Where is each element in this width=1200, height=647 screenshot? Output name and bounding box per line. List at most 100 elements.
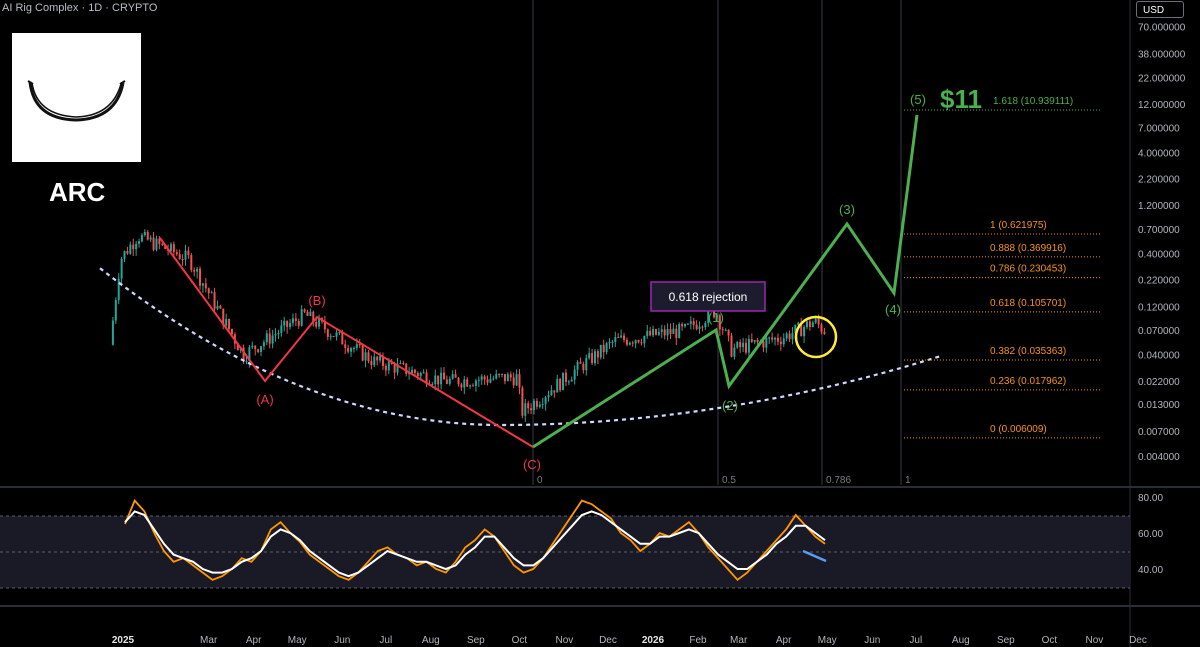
candle-body: [146, 232, 149, 240]
candle-body: [341, 332, 344, 345]
candle-body: [472, 385, 475, 387]
candle-body: [640, 342, 643, 344]
candle-body: [681, 324, 684, 327]
candle-body: [352, 347, 355, 349]
price-tick: 0.070000: [1138, 326, 1180, 337]
candle-body: [257, 349, 260, 352]
impulse-wave-label: (5): [910, 92, 926, 107]
candle-body: [236, 343, 239, 351]
candle-body: [143, 232, 146, 236]
candle-body: [535, 400, 538, 407]
candle-body: [718, 315, 721, 330]
candle-body: [486, 379, 489, 383]
candle-body: [643, 336, 646, 344]
candle-body: [593, 351, 596, 363]
candle-body: [567, 381, 570, 383]
candle-body: [788, 333, 791, 340]
currency-button[interactable]: USD: [1136, 1, 1184, 18]
price-tick: 4.000000: [1138, 148, 1180, 159]
time-tick: Jun: [864, 635, 880, 646]
time-tick: Nov: [556, 635, 574, 646]
candle-body: [817, 318, 820, 325]
candle-body: [800, 322, 803, 337]
candle-body: [588, 353, 591, 359]
candle-body: [338, 332, 341, 334]
candle-body: [730, 335, 733, 357]
candle-body: [355, 344, 358, 348]
candle-body: [442, 372, 445, 380]
candle-body: [329, 336, 332, 338]
time-fib-label: 0.786: [826, 475, 851, 486]
candle-body: [503, 374, 506, 382]
impulse-wave-label: (3): [839, 202, 855, 217]
candle-body: [605, 343, 608, 353]
candle-body: [262, 342, 265, 347]
candle-body: [460, 384, 463, 388]
candle-body: [219, 305, 222, 309]
candle-body: [245, 361, 248, 363]
candle-body: [492, 378, 495, 380]
candle-body: [265, 333, 268, 343]
candle-body: [283, 320, 286, 326]
time-tick: May: [288, 635, 307, 646]
callout-text: 0.618 rejection: [669, 290, 748, 304]
candle-body: [370, 361, 373, 366]
callout-box: [650, 281, 766, 312]
candle-body: [466, 379, 469, 387]
candle-body: [463, 379, 466, 388]
candle-body: [280, 325, 283, 333]
candle-body: [776, 337, 779, 342]
time-fib-label: 0.5: [722, 475, 736, 486]
candle-body: [570, 379, 573, 382]
candle-body: [274, 334, 277, 336]
candle-body: [190, 255, 193, 270]
candle-body: [701, 326, 704, 328]
candle-body: [550, 390, 553, 396]
candle-body: [344, 344, 347, 348]
candle-body: [454, 374, 457, 378]
rsi-tick: 80.00: [1138, 493, 1163, 504]
candle-body: [260, 346, 263, 352]
candle-body: [599, 344, 602, 358]
candle-body: [803, 327, 806, 337]
price-tick: 70.000000: [1138, 23, 1186, 34]
candle-body: [367, 352, 370, 362]
price-tick: 0.120000: [1138, 302, 1180, 313]
chart-title: AI Rig Complex · 1D · CRYPTO: [2, 2, 158, 14]
candle-body: [445, 379, 448, 384]
candle-body: [669, 328, 672, 334]
candle-body: [152, 237, 155, 250]
time-tick: Jun: [334, 635, 350, 646]
candle-body: [617, 336, 620, 338]
candle-body: [309, 311, 312, 316]
candle-body: [704, 323, 707, 328]
candle-body: [791, 332, 794, 340]
candle-body: [123, 251, 126, 259]
candle-body: [129, 244, 132, 254]
time-tick: Oct: [512, 635, 528, 646]
candle-body: [294, 318, 297, 321]
candle-body: [286, 320, 289, 327]
candle-body: [747, 339, 750, 353]
candle-body: [117, 278, 120, 301]
candle-body: [692, 321, 695, 325]
correction-wave-label: (B): [308, 293, 325, 308]
candle-body: [794, 324, 797, 333]
candle-body: [393, 364, 396, 373]
candle-body: [579, 361, 582, 364]
candle-body: [277, 332, 280, 335]
candle-body: [326, 329, 329, 337]
price-tick: 0.007000: [1138, 427, 1180, 438]
candle-body: [175, 252, 178, 255]
candle-body: [306, 311, 309, 316]
fib-label: 0.382 (0.035363): [990, 346, 1066, 357]
candle-body: [660, 329, 663, 332]
candle-body: [120, 258, 123, 279]
correction-wave: [159, 237, 534, 448]
time-tick: Jul: [909, 635, 922, 646]
candle-body: [315, 322, 318, 327]
candle-body: [745, 342, 747, 353]
candle-body: [750, 339, 753, 342]
correction-wave-label: (C): [523, 457, 541, 472]
